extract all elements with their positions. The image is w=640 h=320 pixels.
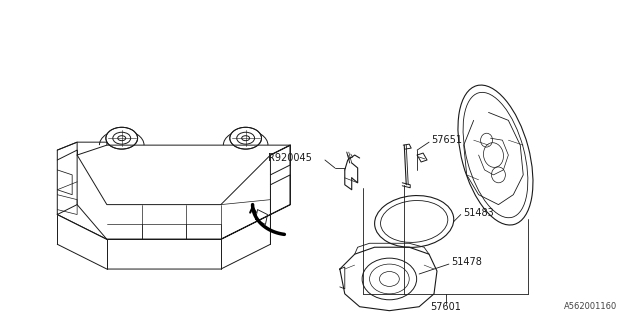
- Text: 51478: 51478: [451, 257, 482, 267]
- Text: A562001160: A562001160: [564, 302, 618, 311]
- Text: 57601: 57601: [431, 302, 461, 312]
- Ellipse shape: [230, 127, 262, 149]
- Ellipse shape: [106, 127, 138, 149]
- Text: R920045: R920045: [268, 153, 312, 163]
- Text: 51483: 51483: [463, 208, 493, 218]
- Text: 57651: 57651: [431, 135, 462, 145]
